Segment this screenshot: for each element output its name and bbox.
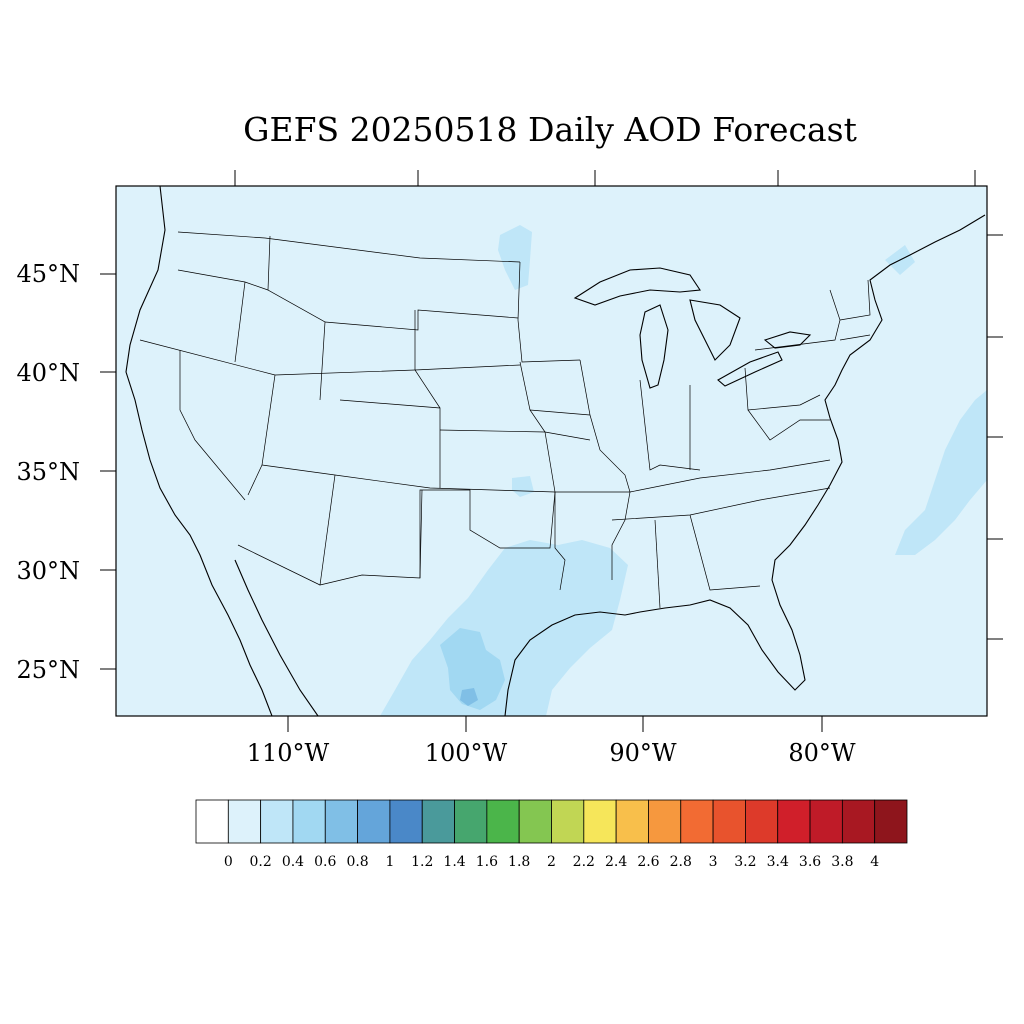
colorbar-tick-label: 2 [547, 854, 556, 870]
colorbar-tick-label: 3.2 [734, 854, 756, 870]
lon-labels: 110°W 100°W 90°W 80°W [247, 739, 856, 767]
colorbar-swatch [486, 799, 520, 844]
colorbar-tick-label: 2.8 [670, 854, 692, 870]
colorbar-swatch [518, 799, 552, 844]
colorbar-swatch [745, 799, 779, 844]
lake-michigan [639, 304, 669, 389]
colorbar-swatch [227, 799, 262, 844]
lake-ontario [763, 331, 812, 349]
colorbar-tick-label: 2.2 [573, 854, 595, 870]
texas-inland-extension [555, 545, 615, 600]
colorbar-swatch [260, 799, 294, 844]
map-frame [115, 185, 988, 717]
colorbar-tick-label: 1.4 [443, 854, 465, 870]
colorbar-swatch [292, 799, 326, 844]
map-title: GEFS 20250518 Daily AOD Forecast [243, 110, 857, 149]
colorbar-swatch [389, 799, 423, 844]
colorbar-swatch [454, 799, 488, 844]
lat-label-45: 45°N [16, 260, 80, 288]
colorbar-swatch [809, 799, 843, 844]
lake-superior [573, 267, 701, 306]
colorbar-swatch [841, 799, 876, 844]
lon-label-100: 100°W [425, 739, 508, 767]
lake-erie [717, 351, 783, 387]
lon-label-110: 110°W [247, 739, 330, 767]
lat-label-35: 35°N [16, 458, 80, 486]
lat-label-25: 25°N [16, 656, 80, 684]
lat-label-30: 30°N [16, 557, 80, 585]
colorbar-tick-label: 1.6 [476, 854, 498, 870]
colorbar-tick-label: 3.8 [831, 854, 853, 870]
colorbar-tick-label: 1.2 [411, 854, 433, 870]
colorbar-swatch [712, 799, 746, 844]
atlantic-offshore-plume [895, 390, 987, 555]
lat-label-40: 40°N [16, 359, 80, 387]
colorbar-tick-label: 2.6 [637, 854, 659, 870]
colorbar-swatch [648, 799, 682, 844]
map-panel [115, 185, 988, 717]
colorbar-tick-label: 4 [870, 854, 879, 870]
colorbar-swatch [615, 799, 649, 844]
south-texas-core-small [460, 688, 478, 706]
coastline [125, 186, 986, 716]
south-texas-core [440, 628, 505, 710]
colorbar-tick-label: 0.6 [314, 854, 336, 870]
lat-labels: 45°N 40°N 35°N 30°N 25°N [16, 260, 80, 684]
colorbar-swatch [421, 799, 455, 844]
colorbar-tick-label: 1.8 [508, 854, 530, 870]
colorbar-tick-label: 3.4 [767, 854, 789, 870]
colorbar-tick-label: 0.2 [250, 854, 272, 870]
colorbar-tick-label: 3 [709, 854, 718, 870]
colorbar-tick-label: 0.4 [282, 854, 304, 870]
axis-ticks [100, 170, 1003, 732]
colorbar [195, 799, 908, 844]
lon-label-90: 90°W [609, 739, 677, 767]
colorbar-swatch [357, 799, 391, 844]
colorbar-swatch [583, 799, 617, 844]
colorbar-tick-label: 1 [385, 854, 394, 870]
colorbar-swatch [874, 799, 908, 844]
oklahoma-patch [512, 476, 534, 497]
colorbar-tick-label: 0 [224, 854, 233, 870]
colorbar-swatch [324, 799, 358, 844]
lon-label-80: 80°W [788, 739, 856, 767]
state-borders [139, 231, 871, 609]
colorbar-swatch [195, 799, 229, 844]
colorbar-tick-label: 3.6 [799, 854, 821, 870]
colorbar-tick-label: 2.4 [605, 854, 627, 870]
colorbar-swatch [680, 799, 714, 844]
colorbar-swatch [551, 799, 585, 844]
colorbar-tick-label: 0.8 [346, 854, 368, 870]
colorbar-labels: 0 0.2 0.4 0.6 0.8 1 1.2 1.4 1.6 1.8 2 2.2 2.4 2.6 2.8 3… [224, 854, 879, 870]
lake-huron [689, 299, 741, 361]
north-dakota-patch [498, 225, 532, 290]
colorbar-swatch [777, 799, 811, 844]
